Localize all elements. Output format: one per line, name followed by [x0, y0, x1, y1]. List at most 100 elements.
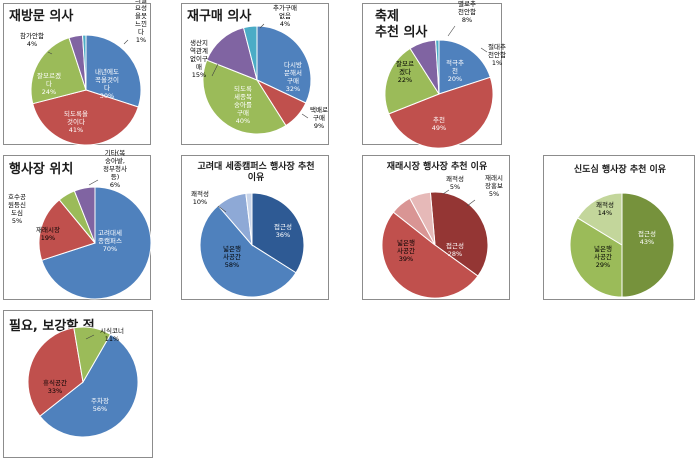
slice-label: 참가안함 4%	[20, 31, 44, 48]
pie-slice	[85, 34, 142, 108]
slice-label: 추천 49%	[432, 115, 446, 132]
pie-chart-newtown-reason: 접근성 43% 넓은행 사공간 29% 쾌적성 14%	[569, 192, 675, 298]
slice-label: 넓은행 사공간 39%	[397, 238, 415, 263]
chart-title: 축제 추천 의사	[375, 9, 428, 41]
leader-line	[85, 334, 95, 340]
slice-label: 적극추 천 20%	[446, 59, 464, 83]
pie-slice	[39, 333, 139, 438]
pie-slice	[199, 204, 297, 298]
chart-title: 재구매 의사	[187, 9, 252, 24]
pie-slices	[384, 39, 494, 149]
pie-slice	[27, 327, 84, 417]
slice-label: 생산지 역관계 없이구 매 15%	[190, 38, 208, 79]
pie-slice	[388, 76, 494, 149]
chart-title: 필요, 보강할 점	[9, 319, 95, 334]
slice-label: 접근성 28%	[446, 241, 464, 258]
pie-slice	[409, 191, 436, 246]
pie-chart-repurchase: 다시방 문해서 구매 32% 택배로 구매 9% 되도록 세종복 숭아를 구매 40% 생산지 역관계 없이…	[190, 3, 328, 135]
pie-slice	[384, 47, 440, 115]
chart-title: 신도심 행사장 추천 이유	[573, 165, 667, 175]
chart-panel-recommend: 축제 추천 의사 적극추 천 20% 추천 49% 잘모르 겠다 22% 별로추 천안함 8% 절대추…	[362, 0, 506, 149]
pie-slice	[438, 39, 491, 95]
slice-label: 주차장 56%	[91, 396, 109, 413]
leader-line	[480, 47, 488, 53]
pie-slice	[30, 37, 87, 105]
chart-title: 재방문 의사	[9, 9, 74, 24]
slice-label: 참가의필요성을못느낀다1%	[135, 0, 147, 44]
slice-label: 되도록 세종복 숭아를 구매 40%	[234, 84, 252, 125]
slice-label: 잘모르 겠다 22%	[396, 60, 414, 84]
chart-panel-improvements: 필요, 보강할 점 주차장 56% 휴식공간 33% 시식코너 11%	[3, 310, 153, 458]
slice-label: 별로추 천안함 8%	[458, 0, 476, 24]
slice-label: 되도록올 것이다 41%	[64, 109, 88, 134]
pie-slices	[27, 326, 139, 438]
pie-chart-market-reason: 접근성 28% 넓은행 사공간 39% 쾌적성 5% 재래시 장홍보 5%	[381, 173, 503, 299]
slice-label: 절대추 천안함 1%	[488, 43, 506, 67]
slice-label: 접근성 43%	[638, 229, 656, 246]
pie-slice	[32, 89, 139, 146]
pie-slices	[38, 186, 152, 300]
slice-label: 다시방 문해서 구매 32%	[284, 60, 302, 93]
slice-label: 쾌적성 10%	[191, 189, 209, 206]
pie-slice	[569, 217, 623, 298]
slice-label: 재래시장 19%	[36, 225, 60, 242]
slice-label: 시식코너 11%	[100, 326, 124, 343]
pie-slices	[381, 191, 489, 299]
slice-label: 추가구매 없음 4%	[273, 3, 297, 28]
slice-label: 넓은행 사공간 29%	[594, 244, 612, 269]
slice-label: 쾌적성 5%	[446, 174, 464, 191]
leader-line	[301, 113, 309, 119]
chart-panel-market-reason: 재래시장 행사장 추천 이유 접근성 28% 넓은행 사공간 39% 쾌적성 5% 재래시 장홍…	[362, 155, 510, 300]
pie-slice	[435, 39, 440, 95]
chart-panel-revisit: 재방문 의사 내년에도 꼭올것이 다 30% 되도록올 것이다 41% 잘모르겠 다 24% 참가안…	[3, 0, 151, 146]
leader-line	[259, 23, 265, 29]
pie-slices	[199, 192, 305, 298]
pie-chart-improvements: 주차장 56% 휴식공간 33% 시식코너 11%	[27, 326, 139, 438]
pie-slices	[30, 34, 142, 146]
leader-line	[211, 63, 219, 77]
leader-line	[447, 25, 456, 37]
pie-slice	[82, 34, 87, 91]
chart-title: 행사장 위치	[9, 162, 74, 177]
chart-title: 재래시장 행사장 추천 이유	[386, 162, 488, 172]
pie-slice	[245, 192, 253, 246]
slice-label: 잘모르겠 다 24%	[37, 71, 61, 96]
chart-panel-venue: 행사장 위치 고려대세 종캠퍼스 70% 재래시장 19% 호수공 원등신 도심 5% 기타(복 숭…	[3, 148, 152, 300]
slice-label: 휴식공간 33%	[43, 378, 67, 395]
pie-slice	[202, 59, 287, 135]
chart-panel-campus-reason: 고려대 세종캠퍼스 행사장 추천 이유 접근성 36% 넓은행 사공간 58% 쾌적성 10…	[181, 155, 329, 300]
pie-chart-recommend: 적극추 천 20% 추천 49% 잘모르 겠다 22% 별로추 천안함 8% 절대추 천안함 1%	[384, 0, 506, 149]
pie-slice	[73, 326, 112, 384]
pie-chart-campus-reason: 접근성 36% 넓은행 사공간 58% 쾌적성 10%	[191, 189, 305, 298]
pie-slice	[429, 191, 489, 277]
leader-line	[47, 51, 53, 55]
chart-panel-newtown-reason: 신도심 행사장 추천 이유 접근성 43% 넓은행 사공간 29% 쾌적성 14%	[543, 155, 695, 300]
slice-label: 넓은행 사공간 58%	[223, 244, 241, 269]
pie-slice	[242, 25, 258, 81]
chart-panel-repurchase: 재구매 의사 다시방 문해서 구매 32% 택배로 구매 9% 되도록 세종복 숭아를 구매 40% 생…	[181, 3, 329, 145]
pie-slice	[73, 186, 96, 244]
pie-slice	[381, 211, 479, 299]
slice-label: 재래시 장홍보 5%	[485, 173, 503, 198]
leader-line	[123, 39, 129, 45]
pie-slice	[256, 25, 312, 104]
slice-label: 기타(복 숭아밭, 정부청사 등) 6%	[103, 148, 127, 189]
pie-slices	[569, 192, 675, 298]
chart-title: 고려대 세종캠퍼스 행사장 추천 이유	[197, 162, 315, 184]
pie-chart-venue: 고려대세 종캠퍼스 70% 재래시장 19% 호수공 원등신 도심 5% 기타(복 숭아밭, 정부청사…	[8, 148, 152, 300]
slice-label: 내년에도 꼭올것이 다 30%	[95, 67, 119, 100]
slice-label: 쾌적성 14%	[596, 200, 614, 217]
leader-line	[217, 205, 227, 213]
leader-line	[442, 189, 450, 195]
leader-line	[88, 179, 99, 186]
leader-line	[466, 199, 476, 207]
slice-label: 택배로 구매 9%	[310, 105, 328, 130]
pie-slice	[38, 199, 96, 261]
pie-slice	[621, 192, 675, 298]
pie-slice	[576, 192, 623, 246]
pie-slice	[206, 27, 258, 81]
slice-label: 접근성 36%	[274, 222, 292, 239]
pie-slice	[41, 186, 152, 300]
slice-label: 고려대세 종캠퍼스 70%	[98, 228, 122, 253]
